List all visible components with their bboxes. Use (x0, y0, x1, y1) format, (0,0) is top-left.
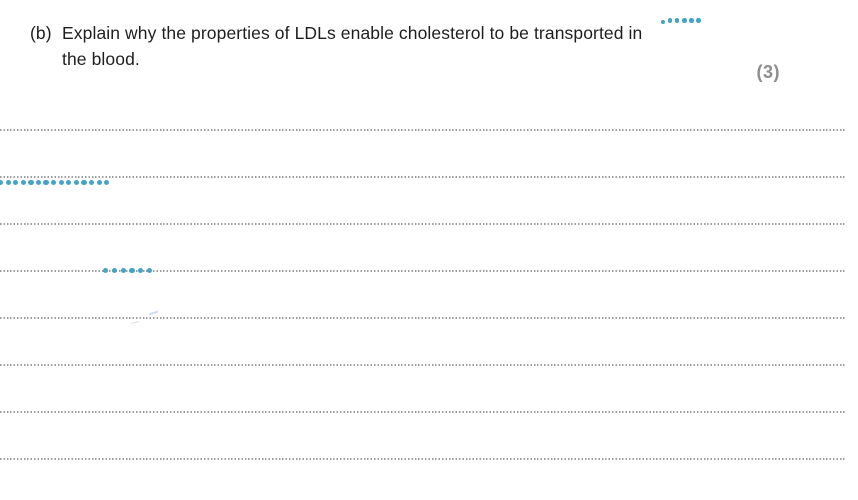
question-part-label: (b) (30, 23, 52, 43)
teal-dot (43, 180, 49, 186)
teal-dot (51, 180, 57, 186)
teal-dot (88, 180, 95, 186)
teal-dot (681, 18, 687, 23)
answer-line (0, 458, 846, 460)
question-text-line1: Explain why the properties of LDLs enabl… (62, 23, 643, 43)
teal-dot (146, 268, 153, 274)
teal-dot (138, 268, 144, 274)
teal-dot (5, 180, 11, 186)
teal-dot (104, 180, 110, 186)
teal-dot (674, 18, 680, 23)
teal-dot (28, 180, 34, 186)
answer-line (0, 223, 846, 225)
teal-dot (73, 180, 79, 186)
teal-dot (35, 180, 42, 186)
question-block: (b) Explain why the properties of LDLs e… (30, 20, 702, 72)
teal-dot (96, 180, 102, 186)
question-text: Explain why the properties of LDLs enabl… (62, 20, 702, 72)
annotation-dots-line4 (103, 268, 156, 274)
answer-line (0, 129, 846, 131)
teal-dot (103, 268, 109, 274)
faint-stray-mark (148, 310, 159, 315)
teal-dot (696, 18, 701, 23)
answer-line (0, 364, 846, 366)
teal-dot (20, 180, 26, 186)
teal-dot (13, 180, 19, 186)
teal-dot (689, 18, 694, 23)
answer-line (0, 317, 846, 319)
faint-stray-mark (130, 321, 140, 324)
teal-dot (58, 180, 64, 186)
annotation-dots-line2 (0, 180, 112, 186)
teal-dot (129, 268, 135, 274)
answer-line (0, 411, 846, 413)
marks-available-badge: (3) (756, 62, 780, 82)
teal-dot (111, 268, 117, 274)
teal-dot (120, 268, 126, 274)
question-text-line2: the blood. (62, 49, 140, 69)
teal-dot (66, 180, 72, 186)
teal-dot (0, 180, 4, 186)
annotation-dots-top-right (661, 17, 704, 24)
teal-dot (667, 18, 673, 23)
teal-dot (661, 20, 665, 24)
answer-line (0, 270, 846, 272)
teal-dot (81, 180, 87, 186)
answer-line (0, 176, 846, 178)
